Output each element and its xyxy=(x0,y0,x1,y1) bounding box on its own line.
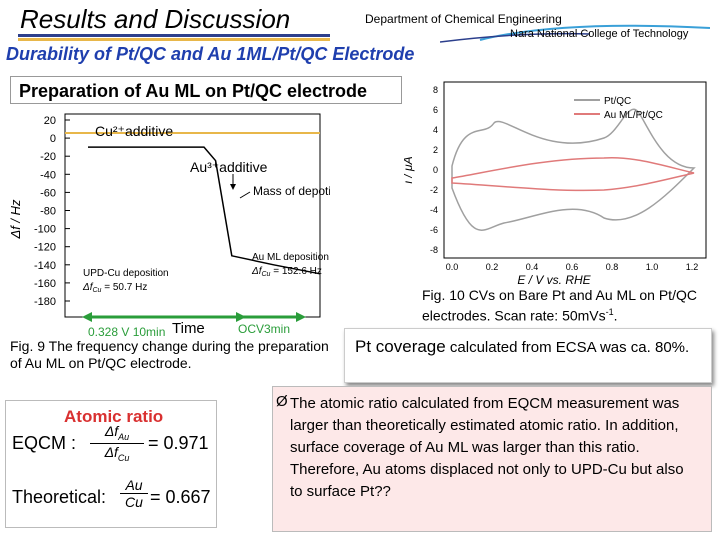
theoretical-label: Theoretical: xyxy=(12,487,107,507)
eqcm-fraction: ΔfAu ΔfCu xyxy=(90,423,144,463)
fig10-series-au xyxy=(451,156,695,192)
header-swoosh xyxy=(440,24,710,43)
fig9-au-label: Au ML deposition xyxy=(252,252,329,263)
department-name: Department of Chemical Engineering xyxy=(365,12,562,26)
coverage-box: Pt coverage calculated from ECSA was ca.… xyxy=(344,328,712,383)
fig9-ytick-label: 20 xyxy=(44,115,56,127)
coverage-rest: calculated from ECSA was ca. 80%. xyxy=(445,339,690,356)
fig10-legend-pt: Pt/QC xyxy=(604,96,631,107)
fig9-caption: Fig. 9 The frequency change during the p… xyxy=(10,338,329,371)
fig9-ytick-label: -100 xyxy=(34,224,56,236)
fig9-au-annotation: Au³⁺additive xyxy=(190,159,268,175)
bullet-arrow-icon: Ø xyxy=(276,393,288,410)
fig10-xtick-label: 0.0 xyxy=(446,262,459,272)
fig9-ytick-label: -120 xyxy=(34,242,56,254)
atomic-ratio-title: Atomic ratio xyxy=(64,407,164,426)
fig10-ytick-label: 0 xyxy=(433,165,438,175)
eqcm-label: EQCM : xyxy=(12,433,77,453)
fig10-xtick-label: 0.6 xyxy=(566,262,579,272)
theoretical-value: = 0.667 xyxy=(150,487,211,507)
fig10-xtick-label: 1.2 xyxy=(686,262,699,272)
fig10-xtick-label: 0.2 xyxy=(486,262,499,272)
fig9-step2-label: OCV3min xyxy=(238,322,290,336)
fig10-ytick-label: -4 xyxy=(430,205,438,215)
fig10-xtick-label: 1.0 xyxy=(646,262,659,272)
fig9-upd-value: ΔfCu = 50.7 Hz xyxy=(82,282,147,294)
fig9-upd-label: UPD-Cu deposition xyxy=(83,268,169,279)
fig10-ytick-label: 4 xyxy=(433,125,438,135)
college-name: Nara National College of Technology xyxy=(510,28,689,40)
title-underline xyxy=(18,34,330,41)
fig9-series-line xyxy=(88,146,321,275)
fig9-ytick-label: 0 xyxy=(50,133,56,145)
fig9-xlabel: Time xyxy=(172,320,205,336)
explanation-text: The atomic ratio calculated from EQCM me… xyxy=(290,395,684,500)
fig10-legend-au: Au ML/Pt/QC xyxy=(604,110,663,121)
fig9-mass-annotation: Mass of depotion xyxy=(253,184,330,198)
fig10-ytick-label: 6 xyxy=(433,105,438,115)
preparation-heading: Preparation of Au ML on Pt/QC electrode xyxy=(10,76,402,104)
fig10-chart: 0.0 0.2 0.4 0.6 0.8 1.0 1.2 8 6 4 2 0 -2 -4 -6 -8 i / μ… xyxy=(404,81,707,287)
fig9-ytick-label: -40 xyxy=(40,169,56,181)
explanation-box xyxy=(272,386,712,532)
fig9-step1-label: 0.328 V 10min xyxy=(88,325,165,336)
slide-title: Results and Discussion xyxy=(20,4,291,34)
fig9-ytick-label: -20 xyxy=(40,151,56,163)
fig10-caption: Fig. 10 CVs on Bare Pt and Au ML on Pt/Q… xyxy=(422,287,697,324)
fig9-ytick-label: -60 xyxy=(40,187,56,199)
fig10-xtick-label: 0.8 xyxy=(606,262,619,272)
fig10-ylabel: i / μA xyxy=(404,156,415,183)
fig10-series-pt xyxy=(451,108,696,231)
fig9-ylabel: Δf / Hz xyxy=(8,199,23,240)
fig9-ytick-label: -180 xyxy=(34,296,56,308)
fig10-ytick-label: -8 xyxy=(430,245,438,255)
fig10-ytick-label: -2 xyxy=(430,185,438,195)
section-subtitle: Durability of Pt/QC and Au 1ML/Pt/QC Ele… xyxy=(6,44,415,64)
fig10-ytick-label: 2 xyxy=(433,145,438,155)
fig9-ytick-label: -80 xyxy=(40,206,56,218)
atomic-ratio-box: Atomic ratio EQCM : ΔfAu ΔfCu = 0.971 Th… xyxy=(5,400,217,528)
fig9-au-value: ΔfCu = 152.6 Hz xyxy=(251,266,322,278)
fig10-ytick-label: 8 xyxy=(433,85,438,95)
coverage-lead: Pt coverage xyxy=(355,337,446,356)
fig10-xtick-label: 0.4 xyxy=(526,262,539,272)
fig9-chart: Δf / Hz 20 0 -20 -40 -60 -80 -100 -120 -140 -160 -… xyxy=(8,113,330,336)
eqcm-value: = 0.971 xyxy=(148,433,209,453)
fig10-xlabel: E / V vs. RHE xyxy=(517,273,591,287)
fig10-ytick-label: -6 xyxy=(430,225,438,235)
fig9-cu-annotation: Cu²⁺additive xyxy=(95,123,173,139)
fig9-ytick-label: -140 xyxy=(34,260,56,272)
fig9-ytick-label: -160 xyxy=(34,278,56,290)
theoretical-fraction: Au Cu xyxy=(120,477,148,510)
